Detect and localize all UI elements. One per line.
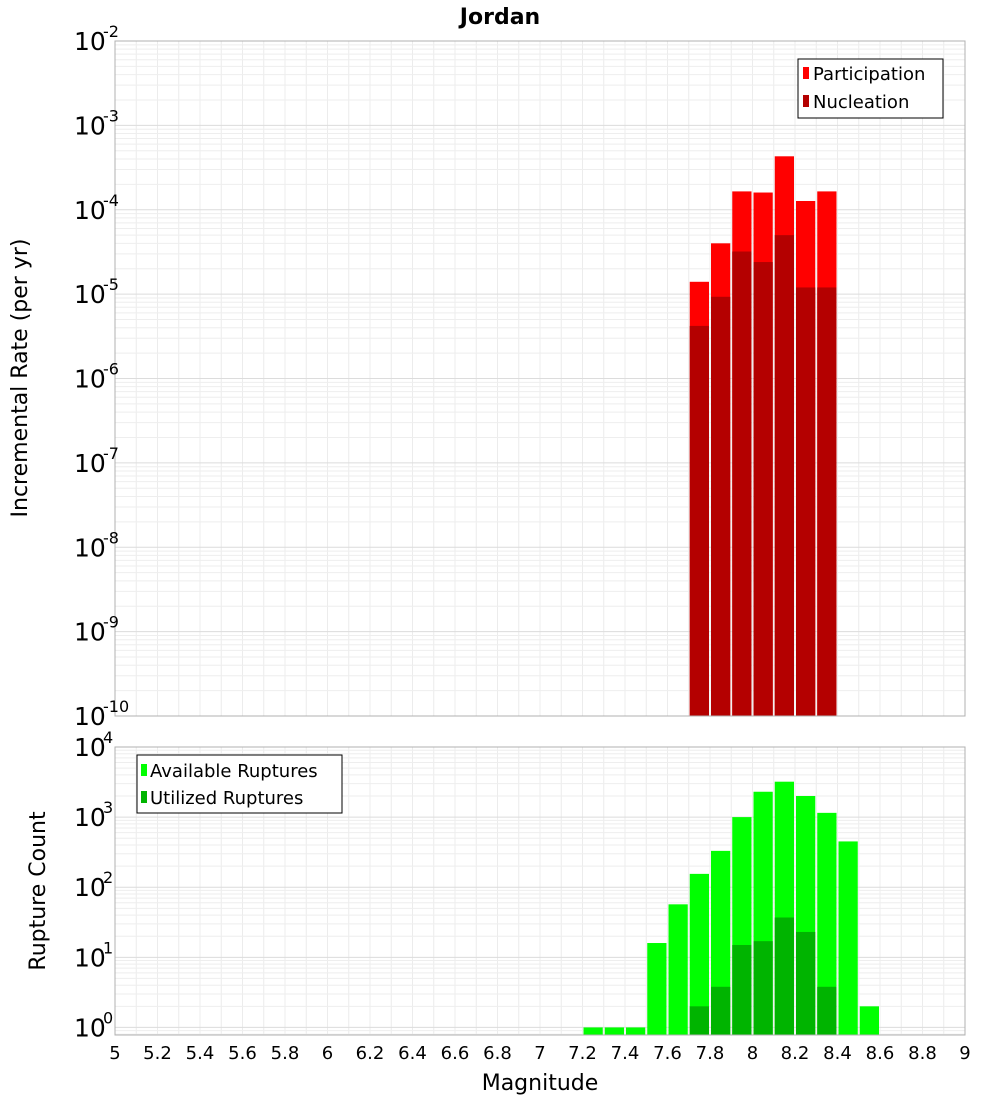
legend-swatch-available	[141, 764, 147, 776]
x-tick-label: 5.6	[228, 1043, 257, 1064]
legend-label-available: Available Ruptures	[150, 761, 318, 782]
count-plot-border	[114, 746, 966, 1036]
rate-bar-nucleation	[774, 235, 794, 716]
rate-bar-nucleation	[689, 325, 709, 716]
legend-swatch-participation	[803, 67, 809, 79]
count-bar-available-ruptures	[626, 1027, 646, 1035]
count-bar-available-ruptures	[604, 1027, 624, 1035]
rate-y-tick-base: 10	[74, 280, 106, 309]
rate-y-tick-base: 10	[74, 449, 106, 478]
rate-legend-box	[797, 58, 944, 119]
x-tick-label: 7.6	[653, 1043, 682, 1064]
count-y-tick-base: 10	[74, 943, 106, 972]
rate-plot-border	[114, 40, 966, 717]
x-tick-label: 5.8	[271, 1043, 300, 1064]
rate-bar-nucleation	[796, 287, 816, 716]
rate-y-tick-base: 10	[74, 196, 106, 225]
x-tick-label: 6	[322, 1043, 333, 1064]
rate-bar-nucleation	[817, 287, 837, 716]
x-tick-label: 5.4	[186, 1043, 215, 1064]
chart-title: Jordan	[458, 5, 540, 30]
count-bar-utilized-ruptures	[796, 931, 816, 1035]
rate-y-tick-exponent: -8	[103, 528, 119, 547]
rate-bars	[689, 156, 837, 717]
count-bar-utilized-ruptures	[753, 941, 773, 1035]
rate-y-axis-label: Incremental Rate (per yr)	[8, 239, 33, 518]
count-y-tick-exponent: 3	[103, 798, 113, 817]
rate-y-tick-base: 10	[74, 618, 106, 647]
x-tick-label: 8	[747, 1043, 758, 1064]
count-y-tick-exponent: 4	[103, 728, 113, 747]
x-axis-label: Magnitude	[482, 1071, 599, 1096]
x-tick-label: 8.4	[823, 1043, 852, 1064]
count-bar-utilized-ruptures	[689, 1006, 709, 1035]
x-tick-label: 8.2	[781, 1043, 810, 1064]
rate-y-tick-exponent: -4	[103, 191, 119, 210]
rate-y-tick-base: 10	[74, 365, 106, 394]
rate-y-tick-exponent: -5	[103, 275, 119, 294]
x-tick-label: 9	[959, 1043, 970, 1064]
count-y-tick-base: 10	[74, 873, 106, 902]
count-bar-available-ruptures	[668, 904, 688, 1035]
count-bar-available-ruptures	[817, 812, 837, 1035]
x-tick-label: 8.8	[908, 1043, 937, 1064]
rate-grid	[115, 41, 965, 716]
rate-bar-nucleation	[753, 262, 773, 716]
x-tick-label: 5	[109, 1043, 120, 1064]
legend-swatch-nucleation	[803, 95, 809, 107]
count-y-tick-base: 10	[74, 803, 106, 832]
rate-y-tick-exponent: -9	[103, 613, 119, 632]
count-bar-utilized-ruptures	[817, 986, 837, 1035]
rate-y-tick-exponent: -2	[103, 22, 119, 41]
count-y-tick-exponent: 2	[103, 868, 113, 887]
count-bar-available-ruptures	[838, 841, 858, 1035]
legend-label-participation: Participation	[813, 64, 925, 85]
legend-label-utilized: Utilized Ruptures	[150, 788, 303, 809]
x-tick-label: 6.8	[483, 1043, 512, 1064]
rate-y-tick-base: 10	[74, 702, 106, 731]
count-legend-box	[136, 754, 343, 814]
count-y-tick-base: 10	[74, 1013, 106, 1042]
count-bar-utilized-ruptures	[711, 986, 731, 1035]
x-tick-label: 6.2	[356, 1043, 385, 1064]
x-tick-label: 7.8	[696, 1043, 725, 1064]
legend-swatch-utilized	[141, 791, 147, 803]
x-tick-label: 7	[534, 1043, 545, 1064]
count-bar-available-ruptures	[859, 1006, 879, 1035]
x-tick-label: 8.6	[866, 1043, 895, 1064]
rate-y-tick-base: 10	[74, 27, 106, 56]
rate-y-tick-exponent: -10	[103, 697, 129, 716]
rate-y-tick-base: 10	[74, 111, 106, 140]
count-legend: Available Ruptures Utilized Ruptures	[136, 754, 343, 814]
x-tick-label: 6.4	[398, 1043, 427, 1064]
rate-y-tick-exponent: -6	[103, 360, 119, 379]
x-ticks: 5 5.2 5.4 5.6 5.8 6 6.2 6.4 6.6 6.8 7 7.2 7.4 7.6 7.8 8…	[109, 1043, 970, 1064]
count-bar-available-ruptures	[583, 1027, 603, 1035]
count-bar-utilized-ruptures	[732, 944, 752, 1035]
count-y-axis-label: Rupture Count	[26, 811, 51, 971]
count-bars	[583, 781, 879, 1035]
count-y-tick-exponent: 0	[103, 1008, 113, 1027]
legend-label-nucleation: Nucleation	[813, 92, 909, 113]
x-tick-label: 6.6	[441, 1043, 470, 1064]
count-bar-available-ruptures	[647, 943, 667, 1035]
count-y-tick-base: 10	[74, 733, 106, 762]
rate-y-tick-exponent: -7	[103, 444, 119, 463]
x-tick-label: 7.4	[611, 1043, 640, 1064]
rate-y-tick-exponent: -3	[103, 106, 119, 125]
rate-bar-nucleation	[711, 296, 731, 716]
x-tick-label: 5.2	[143, 1043, 172, 1064]
rate-bar-nucleation	[732, 251, 752, 716]
rate-legend: Participation Nucleation	[797, 58, 944, 119]
x-tick-label: 7.2	[568, 1043, 597, 1064]
count-y-tick-exponent: 1	[103, 938, 113, 957]
rate-y-tick-base: 10	[74, 533, 106, 562]
count-bar-utilized-ruptures	[774, 917, 794, 1035]
count-bar-available-ruptures	[689, 873, 709, 1035]
